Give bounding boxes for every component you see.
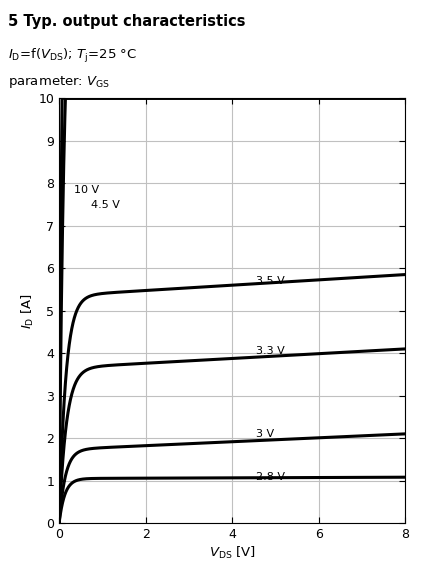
X-axis label: $V_\mathrm{DS}$ [V]: $V_\mathrm{DS}$ [V]: [208, 545, 256, 561]
Text: parameter: $V_\mathrm{GS}$: parameter: $V_\mathrm{GS}$: [8, 74, 111, 90]
Text: 3.3 V: 3.3 V: [256, 346, 285, 356]
Text: 3 V: 3 V: [256, 429, 274, 439]
Text: 3.5 V: 3.5 V: [256, 276, 285, 286]
Text: 5 Typ. output characteristics: 5 Typ. output characteristics: [8, 14, 246, 29]
Text: $I_\mathrm{D}$=f($V_\mathrm{DS}$); $T_\mathrm{j}$=25 °C: $I_\mathrm{D}$=f($V_\mathrm{DS}$); $T_\m…: [8, 47, 138, 65]
Text: 4.5 V: 4.5 V: [91, 200, 119, 210]
Text: 10 V: 10 V: [74, 184, 99, 195]
Y-axis label: $I_\mathrm{D}$ [A]: $I_\mathrm{D}$ [A]: [19, 292, 35, 329]
Text: 2.8 V: 2.8 V: [256, 472, 285, 482]
